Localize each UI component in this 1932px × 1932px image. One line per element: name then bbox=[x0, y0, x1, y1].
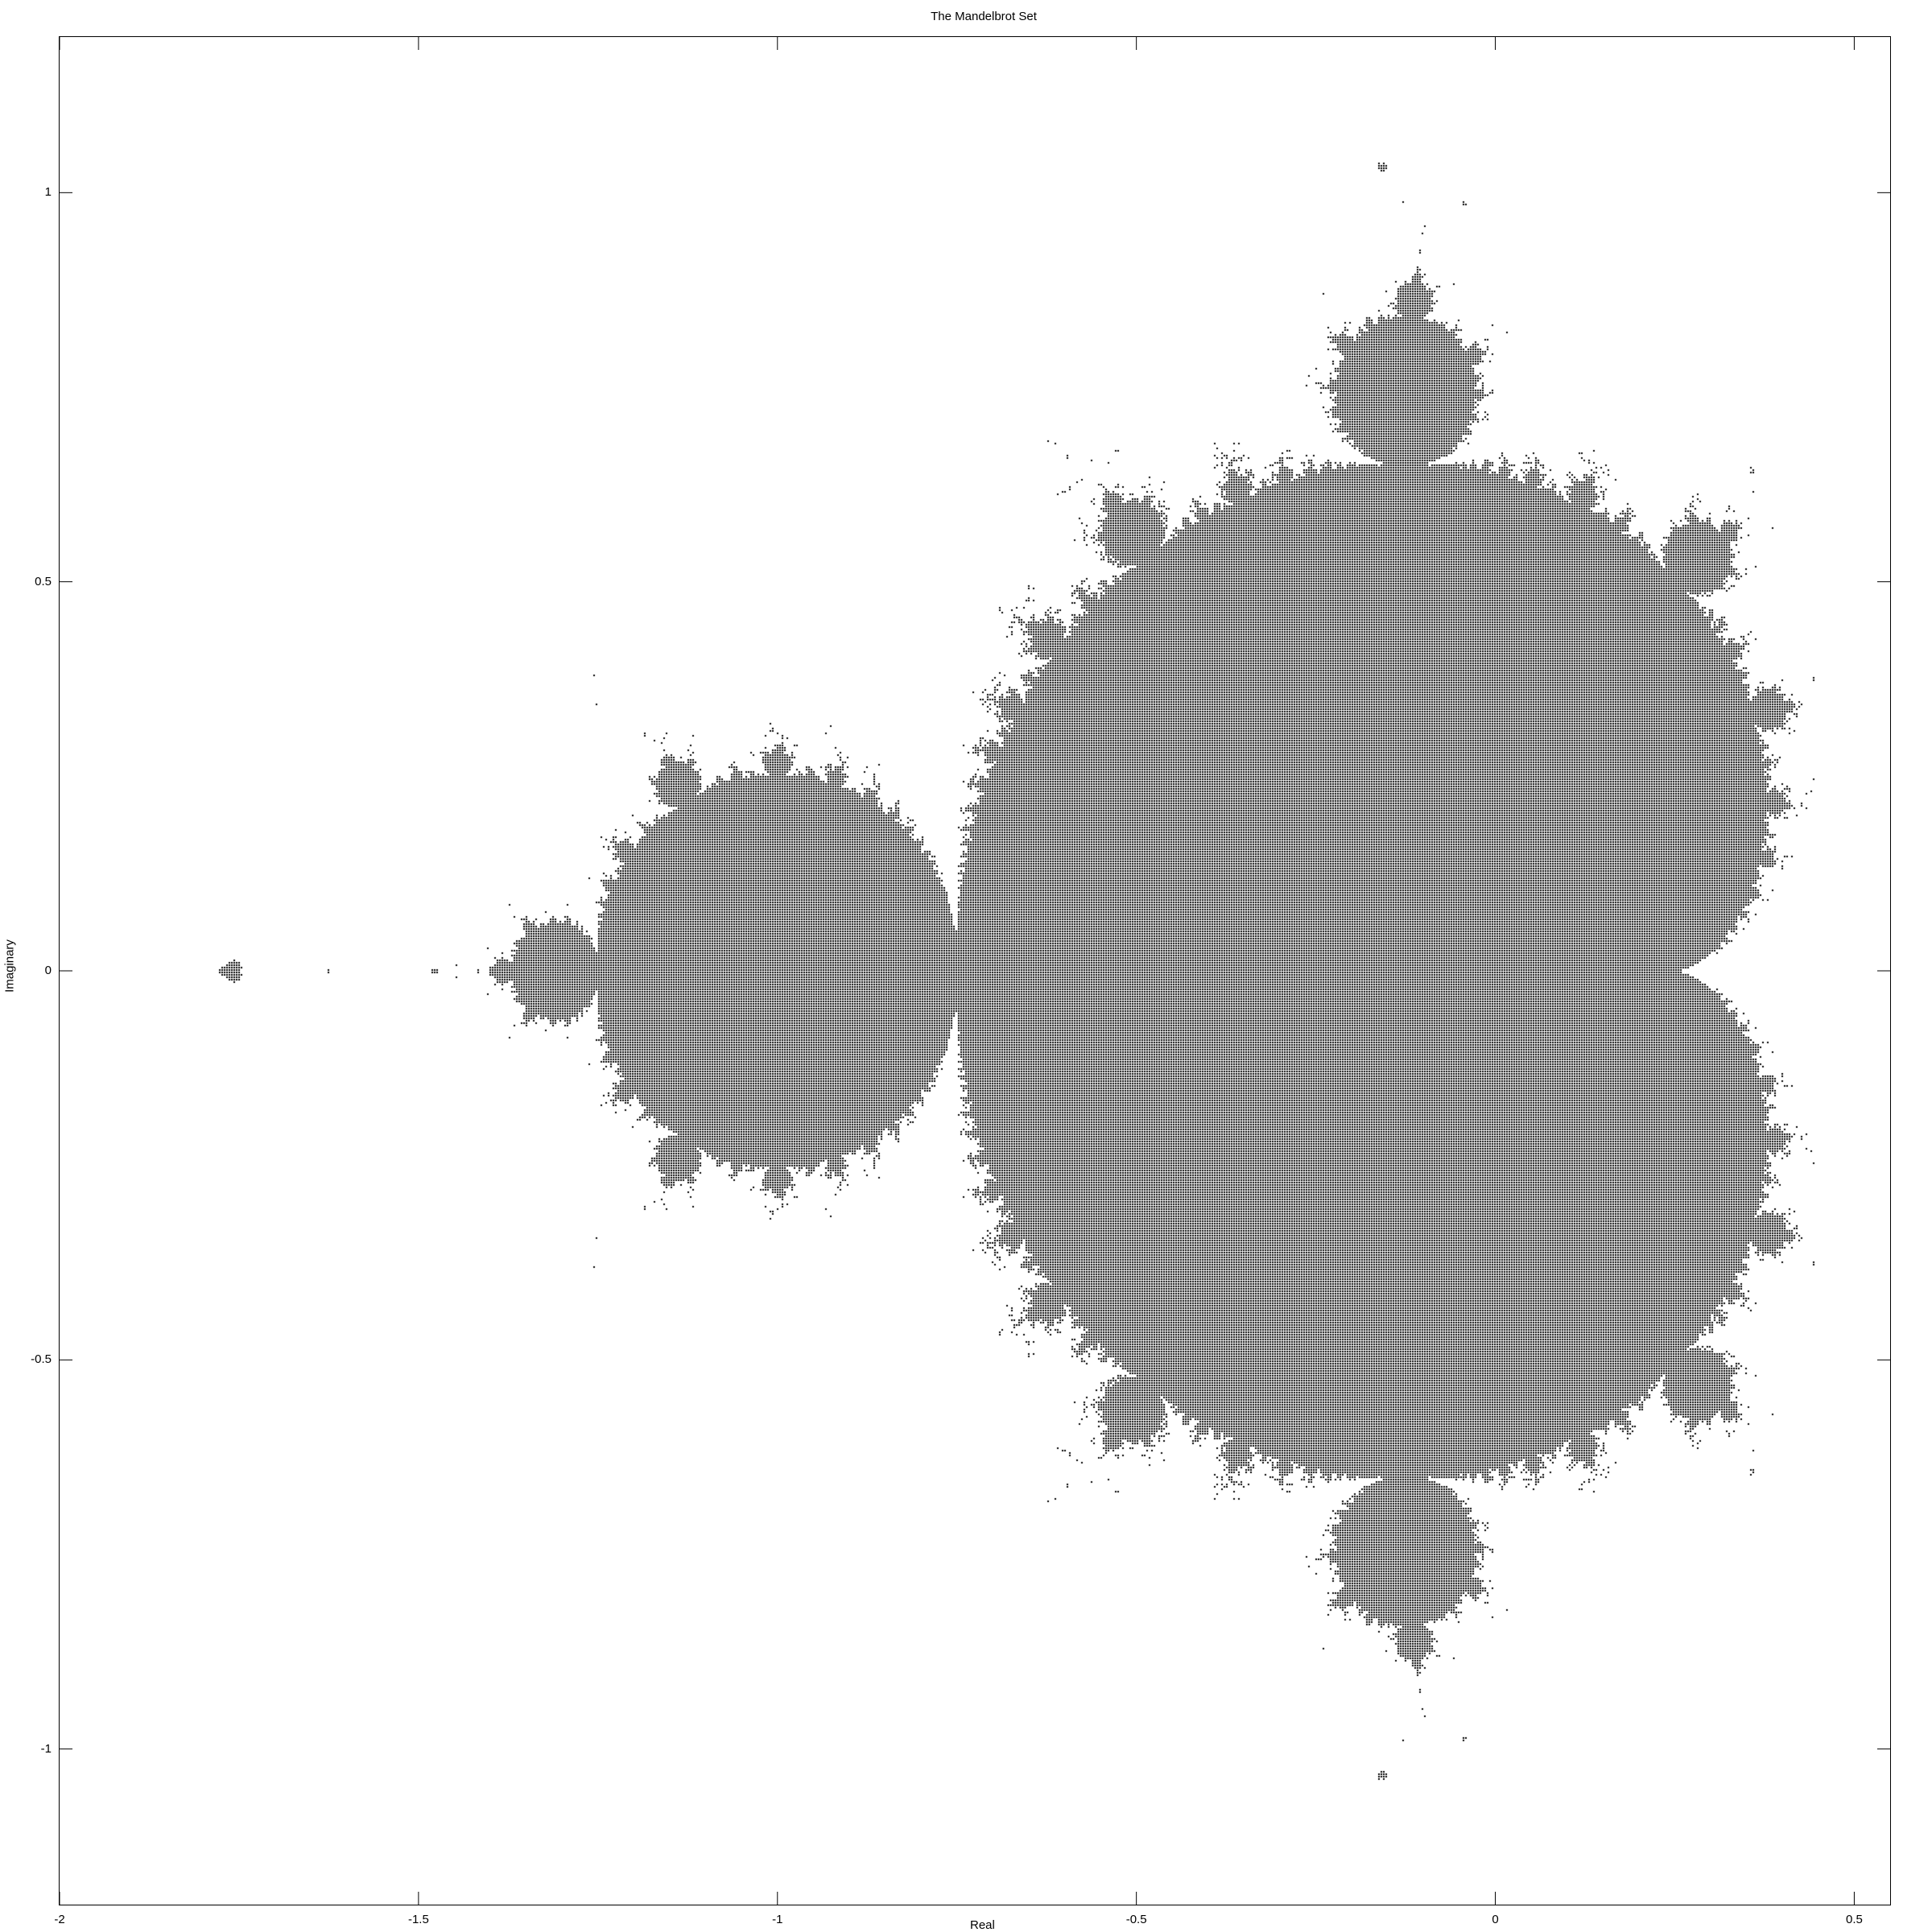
chart-title: The Mandelbrot Set bbox=[931, 10, 1037, 23]
y-tick-label: 0 bbox=[44, 964, 52, 977]
x-tick-label: -2 bbox=[54, 1913, 65, 1926]
plot-area bbox=[59, 36, 1891, 1905]
x-tick-label: 0.5 bbox=[1845, 1913, 1863, 1926]
x-tick-label: -1.5 bbox=[407, 1913, 429, 1926]
x-axis-label: Real bbox=[970, 1918, 995, 1932]
y-tick-label: -0.5 bbox=[31, 1352, 52, 1367]
y-axis-label: Imaginary bbox=[2, 939, 17, 993]
mandelbrot-set-points bbox=[60, 37, 1890, 1905]
x-tick-label: 0 bbox=[1492, 1913, 1499, 1926]
y-tick-label: 0.5 bbox=[35, 574, 52, 588]
x-tick-label: -0.5 bbox=[1125, 1913, 1147, 1926]
x-tick-label: -1 bbox=[772, 1913, 783, 1926]
y-tick-label: -1 bbox=[40, 1741, 52, 1756]
y-tick-label: 1 bbox=[44, 185, 52, 200]
